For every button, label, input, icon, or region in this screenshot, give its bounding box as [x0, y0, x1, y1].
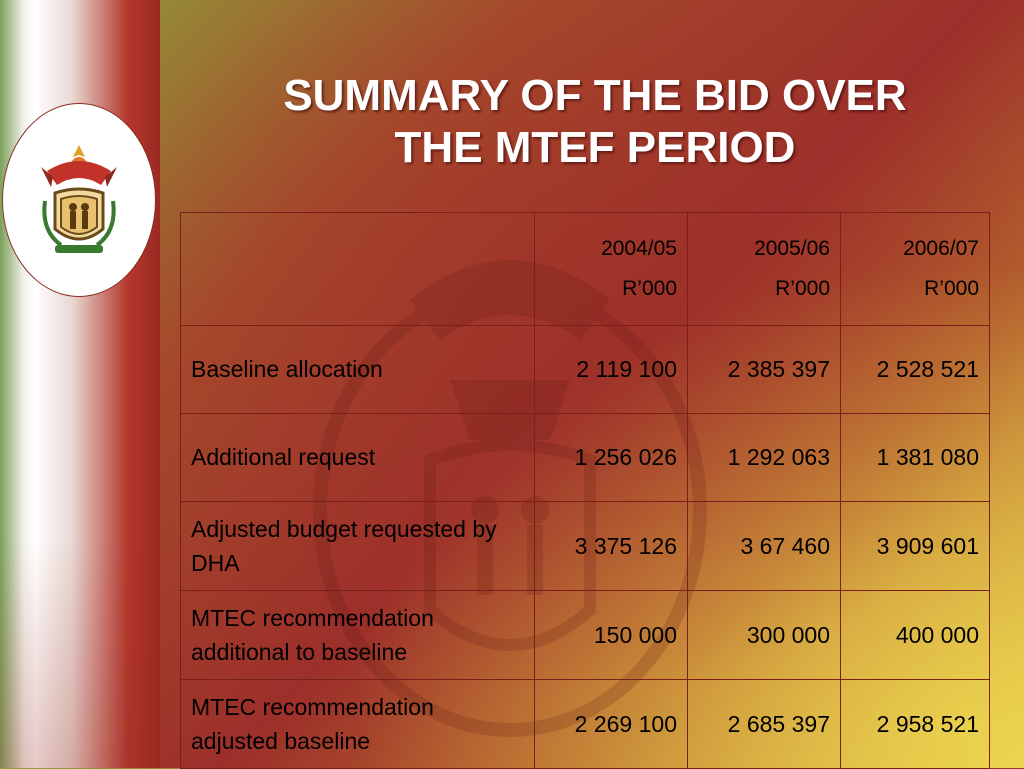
row-value: 150 000 — [534, 590, 688, 680]
row-value: 3 375 126 — [534, 501, 688, 591]
header-unit: R’000 — [924, 277, 979, 300]
row-label: Additional request — [180, 413, 535, 502]
header-empty-cell — [180, 212, 535, 326]
row-value: 1 256 026 — [534, 413, 688, 502]
row-value: 1 292 063 — [687, 413, 841, 502]
header-year: 2004/05 — [601, 237, 677, 260]
table-row: MTEC recommendation adjusted baseline 2 … — [180, 679, 990, 769]
header-unit: R’000 — [775, 277, 830, 300]
slide-title: SUMMARY OF THE BID OVER THE MTEF PERIOD — [180, 70, 1010, 174]
table-row: Adjusted budget requested by DHA 3 375 1… — [180, 501, 990, 591]
header-year: 2005/06 — [754, 237, 830, 260]
logo-badge — [2, 103, 156, 297]
coat-of-arms-icon — [41, 145, 117, 253]
row-value: 400 000 — [840, 590, 990, 680]
header-cell: 2005/06 R’000 — [687, 212, 841, 326]
slide-title-line-2: THE MTEF PERIOD — [394, 123, 796, 172]
bid-summary-table: 2004/05 R’000 2005/06 R’000 2006/07 R’00… — [180, 212, 990, 769]
row-value: 2 528 521 — [840, 325, 990, 414]
slide-title-line-1: SUMMARY OF THE BID OVER — [283, 71, 907, 120]
row-value: 2 685 397 — [687, 679, 841, 769]
row-label: Baseline allocation — [180, 325, 535, 414]
header-unit: R’000 — [622, 277, 677, 300]
row-value: 2 269 100 — [534, 679, 688, 769]
row-value: 2 385 397 — [687, 325, 841, 414]
row-value: 3 67 460 — [687, 501, 841, 591]
row-value: 1 381 080 — [840, 413, 990, 502]
row-value: 300 000 — [687, 590, 841, 680]
row-value: 2 119 100 — [534, 325, 688, 414]
header-cell: 2006/07 R’000 — [840, 212, 990, 326]
row-label: MTEC recommendation adjusted baseline — [180, 679, 535, 769]
table-row: Additional request 1 256 026 1 292 063 1… — [180, 413, 990, 502]
row-label: Adjusted budget requested by DHA — [180, 501, 535, 591]
row-value: 2 958 521 — [840, 679, 990, 769]
table-header-row: 2004/05 R’000 2005/06 R’000 2006/07 R’00… — [180, 212, 990, 326]
row-label: MTEC recommendation additional to baseli… — [180, 590, 535, 680]
header-cell: 2004/05 R’000 — [534, 212, 688, 326]
header-year: 2006/07 — [903, 237, 979, 260]
row-value: 3 909 601 — [840, 501, 990, 591]
table-row: Baseline allocation 2 119 100 2 385 397 … — [180, 325, 990, 414]
table-row: MTEC recommendation additional to baseli… — [180, 590, 990, 680]
